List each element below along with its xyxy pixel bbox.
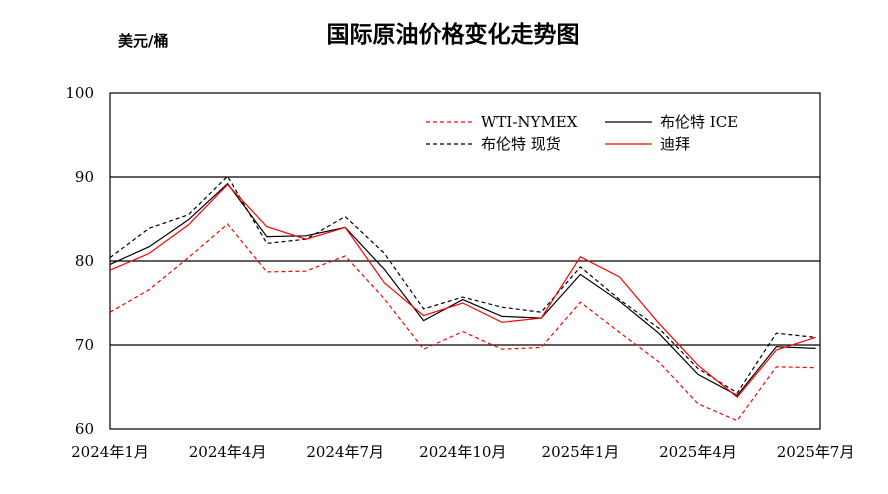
x-tick-label: 2024年10月 — [419, 443, 506, 461]
y-tick-label: 60 — [75, 420, 94, 438]
y-tick-label: 70 — [75, 336, 94, 354]
series-line-1 — [109, 182, 816, 397]
gridlines — [110, 176, 820, 346]
x-tick-label: 2024年7月 — [306, 443, 384, 461]
x-tick-label: 2024年4月 — [189, 443, 267, 461]
series-line-3 — [109, 183, 816, 398]
legend: WTI-NYMEX 布伦特 ICE 布伦特 现货 迪拜 — [426, 113, 738, 153]
legend-label: 迪拜 — [660, 135, 690, 153]
x-tick-label: 2025年4月 — [659, 443, 737, 461]
y-tick-label: 100 — [65, 84, 94, 102]
legend-label: 布伦特 现货 — [481, 135, 561, 153]
y-tick-label: 90 — [75, 168, 94, 186]
y-unit-label: 美元/桶 — [118, 32, 168, 50]
series-line-0 — [109, 223, 816, 422]
y-tick-label: 80 — [75, 252, 94, 270]
series-lines — [109, 175, 816, 422]
x-tick-label: 2025年7月 — [777, 443, 855, 461]
plot-frame — [109, 92, 821, 430]
series-line-2 — [109, 175, 816, 394]
x-tick-label: 2025年1月 — [542, 443, 620, 461]
x-axis-ticks: 2024年1月 2024年4月 2024年7月 2024年10月 2025年1月 2025… — [71, 443, 854, 461]
x-tick-label: 2024年1月 — [71, 443, 149, 461]
legend-label: 布伦特 ICE — [660, 113, 738, 131]
y-axis-ticks: 60 70 80 90 100 — [65, 84, 94, 438]
legend-label: WTI-NYMEX — [481, 113, 578, 131]
chart-title: 国际原油价格变化走势图 — [327, 21, 580, 48]
